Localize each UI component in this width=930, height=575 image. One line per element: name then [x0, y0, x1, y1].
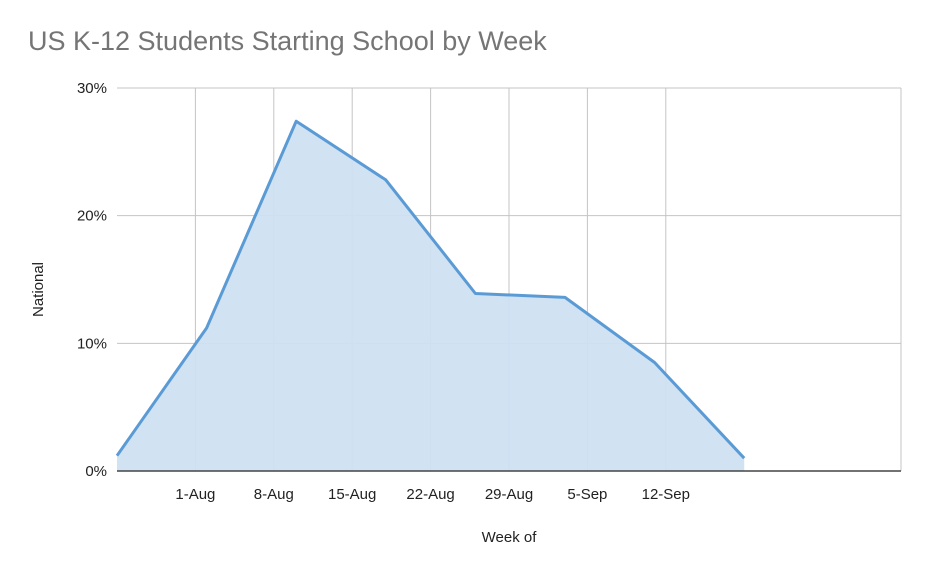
chart-title: US K-12 Students Starting School by Week	[28, 26, 547, 56]
x-tick-labels: 1-Aug 8-Aug 15-Aug 22-Aug 29-Aug 5-Sep 12-Sep	[175, 486, 690, 503]
x-tick-label: 1-Aug	[175, 486, 215, 503]
y-tick-label: 30%	[77, 80, 107, 97]
area-fill	[117, 121, 745, 471]
x-tick-label: 29-Aug	[485, 486, 533, 503]
y-axis-title: National	[30, 262, 47, 317]
x-axis-title: Week of	[482, 529, 538, 546]
x-tick-label: 22-Aug	[406, 486, 454, 503]
x-tick-label: 8-Aug	[254, 486, 294, 503]
x-tick-label: 12-Sep	[642, 486, 690, 503]
series-line	[115, 119, 746, 460]
y-tick-labels: 0% 10% 20% 30%	[77, 80, 107, 480]
y-tick-label: 10%	[77, 335, 107, 352]
y-tick-label: 20%	[77, 208, 107, 225]
x-tick-label: 5-Sep	[567, 486, 607, 503]
x-tick-label: 15-Aug	[328, 486, 376, 503]
y-tick-label: 0%	[85, 463, 107, 480]
